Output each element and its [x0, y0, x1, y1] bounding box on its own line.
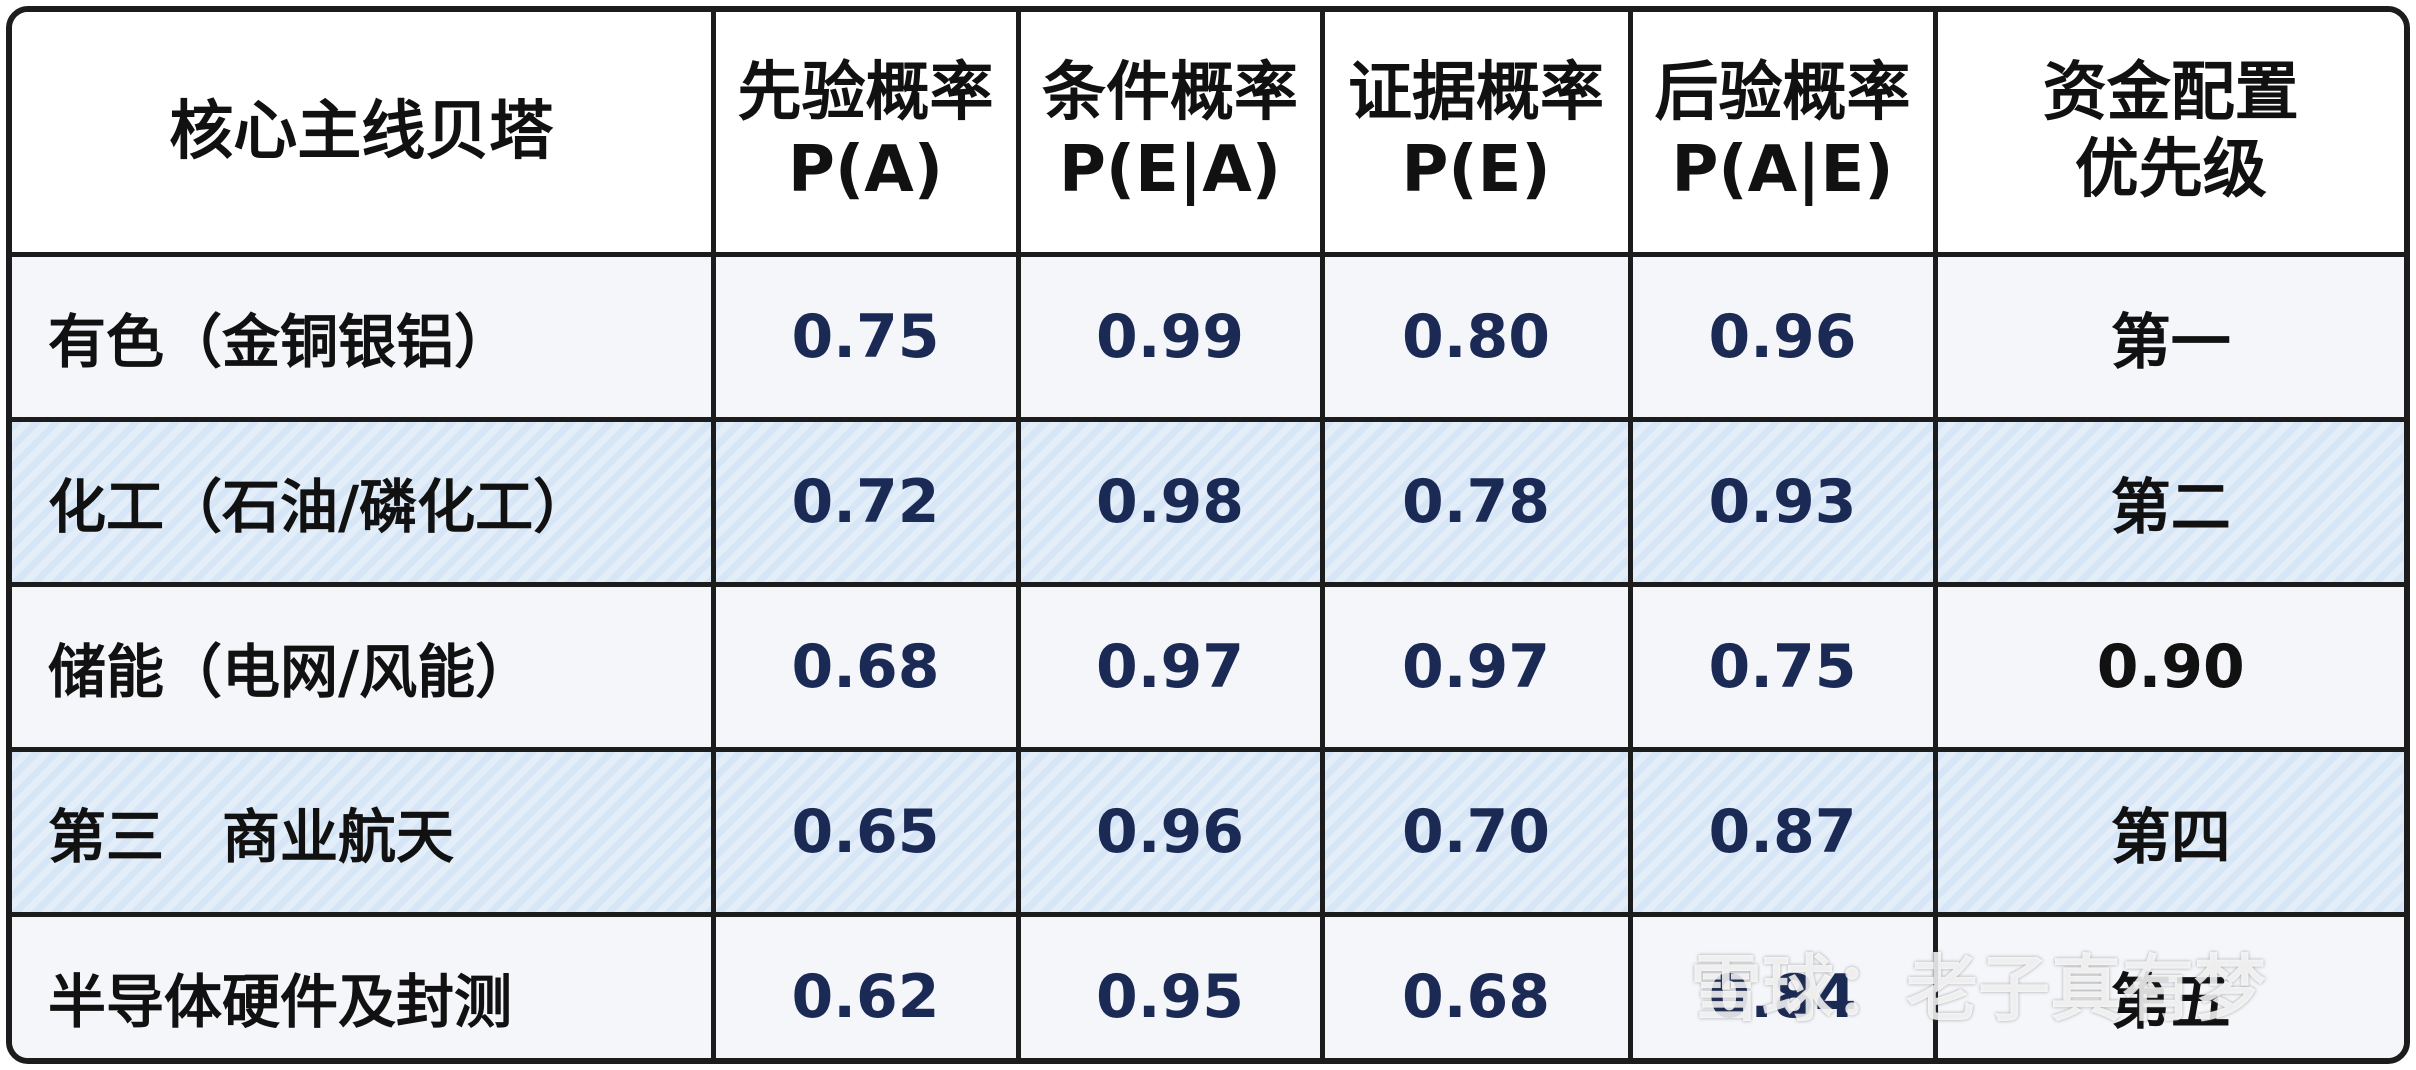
cell: 第五: [1932, 912, 2404, 1058]
table-row: 第三 商业航天 0.65 0.96 0.70 0.87 第四: [12, 747, 2404, 917]
row-label: 有色（金铜银铝）: [12, 252, 716, 422]
table-row: 化工（石油/磷化工） 0.72 0.98 0.78 0.93 第二: [12, 417, 2404, 587]
row-label: 储能（电网/风能）: [12, 582, 716, 752]
row-label: 半导体硬件及封测: [12, 912, 716, 1058]
header-line: 后验概率: [1654, 56, 1911, 131]
row-label: 第三 商业航天: [12, 747, 716, 917]
cell: 0.70: [1319, 747, 1633, 917]
cell: 0.93: [1627, 417, 1938, 587]
table-row: 储能（电网/风能） 0.68 0.97 0.97 0.75 0.90: [12, 582, 2404, 752]
cell: 0.72: [710, 417, 1021, 587]
cell: 0.62: [710, 912, 1021, 1058]
cell: 第四: [1932, 747, 2404, 917]
header-line: 核心主线贝塔: [169, 94, 554, 169]
cell: 0.80: [1319, 252, 1633, 422]
cell: 0.97: [1319, 582, 1633, 752]
cell: 0.96: [1015, 747, 1325, 917]
cell: 0.68: [1319, 912, 1633, 1058]
header-cell: 后验概率 P(A|E): [1627, 12, 1938, 257]
table-frame: 核心主线贝塔 先验概率 P(A) 条件概率 P(E|A) 证据概率 P(E) 后验概率 P(A|…: [6, 6, 2410, 1064]
cell: 0.95: [1015, 912, 1325, 1058]
header-line: P(E|A): [1058, 133, 1282, 207]
table-row: 有色（金铜银铝） 0.75 0.99 0.80 0.96 第一: [12, 252, 2404, 422]
header-cell: 条件概率 P(E|A): [1015, 12, 1325, 257]
header-cell: 证据概率 P(E): [1319, 12, 1633, 257]
cell: 第一: [1932, 252, 2404, 422]
cell: 0.65: [710, 747, 1021, 917]
header-line: 证据概率: [1348, 56, 1604, 131]
header-line: P(E): [1401, 133, 1551, 207]
cell: 0.75: [710, 252, 1021, 422]
cell: 0.84: [1627, 912, 1938, 1058]
cell: 0.96: [1627, 252, 1938, 422]
table-body: 有色（金铜银铝） 0.75 0.99 0.80 0.96 第一 化工（石油/磷化工） 0.72…: [12, 252, 2404, 1058]
cell: 0.87: [1627, 747, 1938, 917]
header-line: 资金配置: [2042, 56, 2299, 131]
watermark: 雪球：老子真有梦: [1690, 947, 2267, 1031]
table-row: 半导体硬件及封测 0.62 0.95 0.68 0.84 第五: [12, 912, 2404, 1058]
header-line: P(A): [788, 133, 943, 207]
header-cell: 资金配置 优先级: [1932, 12, 2404, 257]
header-line: 条件概率: [1042, 56, 1298, 131]
row-label: 化工（石油/磷化工）: [12, 417, 716, 587]
cell: 0.90: [1932, 582, 2404, 752]
header-line: 先验概率: [737, 56, 994, 131]
header-line: P(A|E): [1671, 133, 1894, 207]
header-line: 优先级: [2074, 133, 2267, 207]
cell: 第二: [1932, 417, 2404, 587]
header-row: 核心主线贝塔 先验概率 P(A) 条件概率 P(E|A) 证据概率 P(E) 后验概率 P(A|…: [12, 12, 2404, 257]
cell: 0.75: [1627, 582, 1938, 752]
table: 核心主线贝塔 先验概率 P(A) 条件概率 P(E|A) 证据概率 P(E) 后验概率 P(A|…: [12, 12, 2404, 1058]
cell: 0.97: [1015, 582, 1325, 752]
header-cell: 先验概率 P(A): [710, 12, 1021, 257]
cell: 0.68: [710, 582, 1021, 752]
cell: 0.78: [1319, 417, 1633, 587]
cell: 0.99: [1015, 252, 1325, 422]
header-cell: 核心主线贝塔: [12, 12, 716, 257]
cell: 0.98: [1015, 417, 1325, 587]
